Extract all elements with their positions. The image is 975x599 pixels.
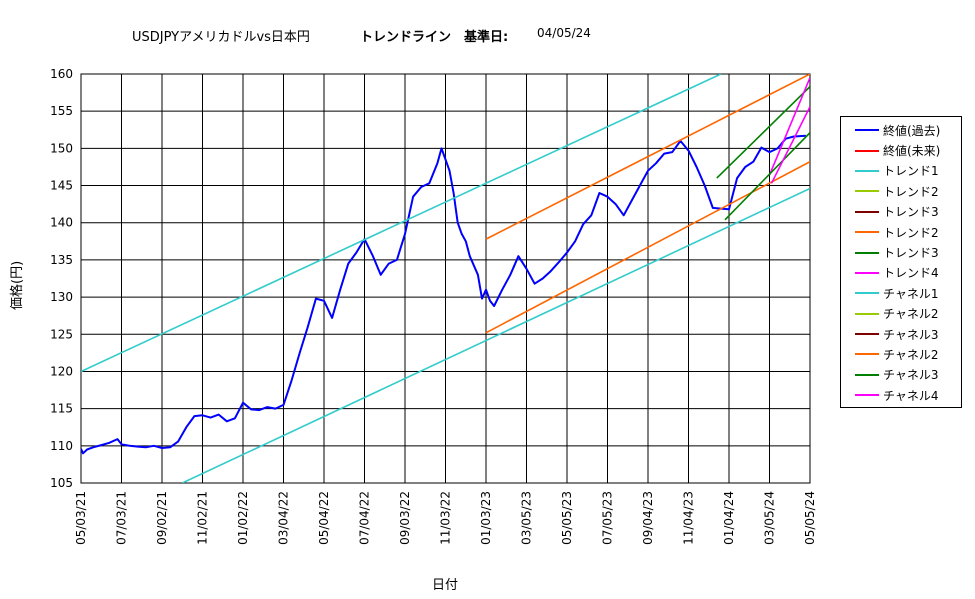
x-tick-label: 03/05/23 [520, 491, 534, 545]
legend-swatch [855, 292, 879, 295]
plot-area-border [80, 73, 811, 484]
y-tick-label: 125 [50, 327, 73, 341]
chart-subtitle: トレンドライン 基準日: [360, 30, 509, 45]
y-tick-label: 145 [50, 179, 73, 193]
y-tick-label: 160 [50, 67, 73, 81]
legend-label: トレンド4 [883, 266, 939, 281]
legend-swatch [855, 333, 879, 336]
legend-item: チャネル1 [841, 283, 961, 303]
series-line-13 [770, 106, 810, 184]
y-tick-label: 105 [50, 476, 73, 490]
legend-swatch [855, 129, 879, 132]
legend-label: トレンド1 [883, 164, 939, 179]
x-tick-label: 07/05/23 [601, 491, 615, 545]
legend-label: チャネル2 [883, 307, 939, 322]
legend-item: チャネル3 [841, 365, 961, 385]
series-line-5 [485, 74, 810, 240]
legend-item: トレンド3 [841, 202, 961, 222]
x-tick-label: 07/04/22 [358, 491, 372, 545]
legend: 終値(過去) 終値(未来) トレンド1 トレンド2 トレンド3 トレンド2 トレンド3 トレン… [840, 116, 962, 408]
legend-label: チャネル3 [883, 368, 939, 383]
y-tick-label: 150 [50, 141, 73, 155]
legend-swatch [855, 190, 879, 193]
x-tick-label: 01/03/23 [479, 491, 493, 545]
series-line-2 [81, 74, 722, 373]
series-line-8 [181, 187, 810, 483]
x-tick-label: 09/03/22 [398, 491, 412, 545]
x-tick-label: 07/03/21 [115, 491, 129, 545]
x-tick-label: 11/04/23 [682, 491, 696, 545]
y-tick-label: 155 [50, 104, 73, 118]
x-axis-label: 日付 [432, 578, 459, 593]
legend-label: 終値(未来) [883, 144, 941, 159]
x-tick-label: 11/03/22 [439, 491, 453, 545]
legend-label: チャネル4 [883, 388, 939, 403]
legend-label: チャネル2 [883, 347, 939, 362]
legend-swatch [855, 353, 879, 356]
legend-swatch [855, 394, 879, 397]
legend-swatch [855, 312, 879, 315]
x-tick-label: 01/04/24 [722, 491, 736, 545]
x-tick-label: 05/05/23 [560, 491, 574, 545]
chart-title: USDJPYアメリカドルvs日本円 [132, 30, 310, 45]
legend-label: チャネル3 [883, 327, 939, 342]
y-tick-label: 135 [50, 253, 73, 267]
legend-item: トレンド1 [841, 161, 961, 181]
legend-item: トレンド2 [841, 181, 961, 201]
x-tick-label: 09/02/21 [155, 491, 169, 545]
legend-label: チャネル1 [883, 286, 939, 301]
legend-swatch [855, 271, 879, 274]
series-line-11 [485, 160, 810, 334]
legend-item: トレンド3 [841, 242, 961, 262]
legend-label: トレンド3 [883, 246, 939, 261]
legend-label: 終値(過去) [883, 123, 941, 138]
y-tick-label: 120 [50, 364, 73, 378]
legend-item: 終値(過去) [841, 120, 961, 140]
legend-item: トレンド4 [841, 263, 961, 283]
series-line-6 [716, 86, 810, 179]
legend-swatch [855, 149, 879, 152]
legend-item: トレンド2 [841, 222, 961, 242]
series-line-0 [81, 134, 806, 455]
chart-base-date: 04/05/24 [537, 26, 591, 40]
legend-label: トレンド2 [883, 184, 939, 199]
y-tick-label: 110 [50, 439, 73, 453]
y-axis-label: 価格(円) [10, 260, 25, 310]
y-tick-label: 130 [50, 290, 73, 304]
legend-label: トレンド2 [883, 225, 939, 240]
legend-item: 終値(未来) [841, 140, 961, 160]
series-line-12 [724, 132, 810, 221]
y-tick-label: 115 [50, 402, 73, 416]
legend-item: チャネル2 [841, 304, 961, 324]
legend-item: チャネル3 [841, 324, 961, 344]
x-tick-label: 03/04/22 [277, 491, 291, 545]
legend-swatch [855, 251, 879, 254]
x-tick-label: 05/03/21 [74, 491, 88, 545]
legend-swatch [855, 373, 879, 376]
legend-swatch [855, 231, 879, 234]
y-tick-label: 140 [50, 216, 73, 230]
x-tick-label: 11/02/21 [196, 491, 210, 545]
legend-item: チャネル2 [841, 344, 961, 364]
x-tick-label: 05/04/22 [317, 491, 331, 545]
x-tick-label: 03/05/24 [763, 491, 777, 545]
legend-swatch [855, 169, 879, 172]
legend-label: トレンド3 [883, 205, 939, 220]
x-tick-label: 09/04/23 [641, 491, 655, 545]
x-tick-label: 05/05/24 [803, 491, 817, 545]
legend-swatch [855, 210, 879, 213]
legend-item: チャネル4 [841, 385, 961, 405]
series-line-7 [768, 77, 810, 176]
x-tick-label: 01/02/22 [236, 491, 250, 545]
